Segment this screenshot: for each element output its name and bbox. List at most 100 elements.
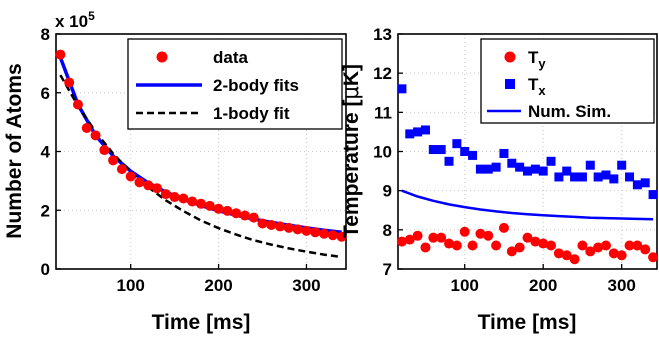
y-tick-label: 11 bbox=[374, 103, 392, 122]
legend-marker-ty bbox=[504, 51, 516, 63]
point-data bbox=[213, 203, 224, 214]
x-tick-labels: 100 200 300 bbox=[117, 276, 321, 295]
point-t-x bbox=[515, 162, 525, 172]
y-tick-label: 8 bbox=[41, 25, 50, 44]
point-t-x bbox=[436, 145, 446, 155]
point-t-x bbox=[609, 174, 619, 184]
point-t-y bbox=[475, 228, 486, 239]
legend-label-1-body: 1-body fit bbox=[213, 104, 290, 123]
point-t-y bbox=[420, 242, 431, 253]
point-data bbox=[204, 200, 215, 211]
x-axis-label: Time [ms] bbox=[152, 311, 251, 334]
point-data bbox=[99, 145, 110, 156]
y-axis-label: Number of Atoms bbox=[3, 63, 26, 238]
point-t-x bbox=[507, 158, 517, 168]
x-tick-label: 200 bbox=[204, 276, 232, 295]
point-t-x bbox=[413, 127, 423, 137]
point-t-x bbox=[570, 172, 580, 182]
point-data bbox=[125, 171, 136, 182]
point-t-y bbox=[538, 238, 549, 249]
atom-number-panel: 0 2 4 6 8 100 200 300 x 105 Number of Atoms Ti… bbox=[3, 9, 347, 334]
point-t-x bbox=[530, 164, 540, 174]
point-data bbox=[248, 212, 259, 223]
y-axis-label: Temperature [μK] bbox=[339, 64, 363, 238]
point-data bbox=[336, 231, 347, 242]
plot-series bbox=[55, 49, 347, 259]
point-t-y bbox=[506, 246, 517, 257]
point-t-x bbox=[648, 190, 658, 200]
point-t-x bbox=[444, 156, 454, 166]
point-t-y bbox=[616, 250, 627, 261]
y-tick-label: 10 bbox=[373, 143, 392, 162]
point-t-x bbox=[397, 84, 407, 94]
point-t-y bbox=[632, 240, 643, 251]
plot-series bbox=[396, 84, 659, 265]
point-t-x bbox=[460, 147, 470, 156]
point-data bbox=[187, 196, 198, 207]
point-t-y bbox=[569, 254, 580, 265]
temperature-panel: 7 8 9 10 11 12 13 100 200 300 Temperature [μK] T… bbox=[339, 25, 659, 334]
point-t-y bbox=[467, 240, 478, 251]
point-t-x bbox=[593, 172, 603, 182]
point-data bbox=[64, 77, 75, 88]
legend-label-data: data bbox=[213, 48, 249, 67]
x-tick-labels: 100 200 300 bbox=[451, 276, 636, 295]
point-t-x bbox=[428, 145, 438, 155]
point-data bbox=[160, 189, 171, 200]
legend-marker-tx bbox=[505, 79, 515, 89]
point-data bbox=[222, 205, 233, 216]
point-t-y bbox=[459, 226, 470, 237]
point-t-x bbox=[452, 139, 462, 149]
point-t-y bbox=[522, 232, 533, 243]
y-tick-label: 8 bbox=[383, 221, 392, 240]
x-tick-label: 100 bbox=[451, 276, 479, 295]
y-tick-label: 6 bbox=[41, 84, 50, 103]
point-data bbox=[178, 193, 189, 204]
point-data bbox=[319, 228, 330, 239]
x-tick-label: 300 bbox=[292, 276, 320, 295]
point-t-x bbox=[562, 166, 572, 176]
point-t-y bbox=[640, 244, 651, 255]
y-tick-label: 12 bbox=[373, 64, 392, 83]
point-data bbox=[90, 130, 101, 141]
point-data bbox=[275, 221, 286, 232]
point-t-y bbox=[561, 250, 572, 261]
plot-frame bbox=[397, 33, 658, 270]
point-t-x bbox=[632, 180, 642, 190]
point-t-y bbox=[451, 240, 462, 251]
point-t-y bbox=[608, 248, 619, 259]
point-t-x bbox=[546, 156, 556, 166]
point-data bbox=[231, 208, 242, 219]
point-t-y bbox=[444, 238, 455, 249]
series-line-num-sim bbox=[401, 189, 654, 221]
x-tick-label: 100 bbox=[117, 276, 145, 295]
legend: Ty Tx Num. Sim. bbox=[480, 38, 655, 124]
y-tick-label: 9 bbox=[383, 182, 392, 201]
point-data bbox=[292, 224, 303, 235]
point-data bbox=[266, 219, 277, 230]
point-data bbox=[55, 49, 66, 60]
point-t-y bbox=[593, 242, 604, 253]
point-t-x bbox=[585, 160, 595, 170]
legend-label-num-sim: Num. Sim. bbox=[528, 102, 611, 121]
point-data bbox=[196, 198, 206, 209]
point-data bbox=[301, 225, 312, 236]
point-t-x bbox=[468, 150, 478, 160]
point-data bbox=[257, 218, 268, 229]
point-data bbox=[327, 230, 338, 241]
point-t-y bbox=[600, 240, 611, 251]
y-tick-label: 2 bbox=[41, 201, 50, 220]
point-t-x bbox=[625, 172, 635, 182]
y-tick-labels: 0 2 4 6 8 bbox=[41, 25, 51, 279]
y-tick-label: 4 bbox=[41, 143, 51, 162]
y-tick-label: 0 bbox=[41, 260, 50, 279]
point-t-y bbox=[396, 236, 407, 247]
legend-label-2-body: 2-body fits bbox=[213, 76, 299, 95]
point-data bbox=[283, 222, 294, 233]
point-t-x bbox=[420, 125, 430, 135]
point-t-x bbox=[640, 178, 650, 188]
point-t-x bbox=[491, 162, 501, 172]
point-t-x bbox=[499, 148, 509, 158]
point-data bbox=[134, 177, 145, 188]
